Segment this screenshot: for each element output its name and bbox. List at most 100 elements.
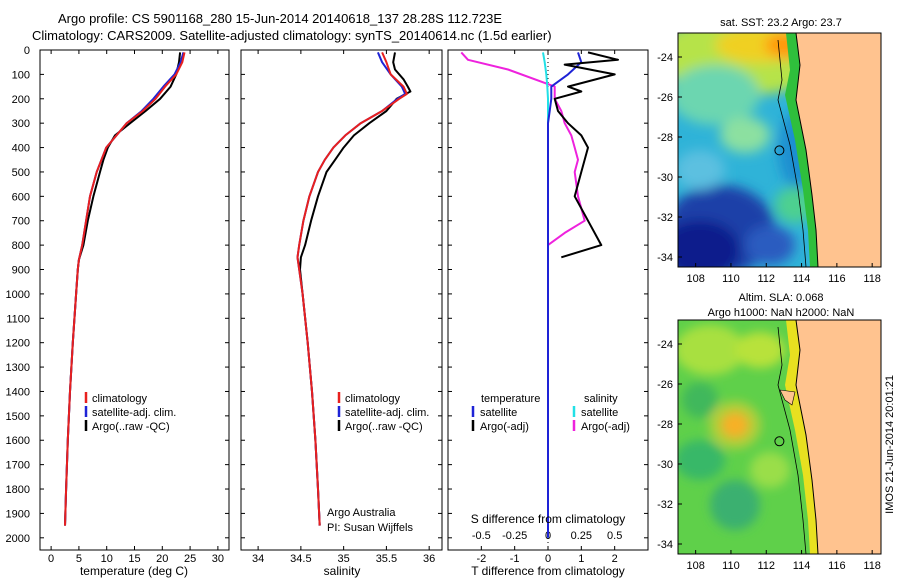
legend-label-satellite-adj: satellite-adj. clim. — [345, 407, 429, 419]
temperature-axes — [39, 49, 230, 551]
legend-label-climatology: climatology — [92, 393, 148, 405]
map-x-tick-label: 118 — [863, 273, 881, 285]
salinity-annotation-line1: Argo Australia — [327, 507, 396, 519]
difference-legend-salinity: salinity satellite Argo(-adj) — [572, 393, 630, 433]
x-tick-label: 5 — [76, 553, 82, 565]
map-y-tick-label: -26 — [657, 379, 673, 391]
x-tick-label: 0 — [545, 553, 551, 565]
depth-tick-label: 100 — [12, 69, 30, 81]
x-tick-label: 36 — [423, 553, 435, 565]
difference-xlabel-top: S difference from climatology — [471, 512, 626, 526]
sst-map-field — [678, 33, 881, 267]
x-tick-label: -2 — [476, 553, 486, 565]
map-y-tick-label: -24 — [657, 52, 673, 64]
x-tick-label: -1 — [510, 553, 520, 565]
depth-tick-label: 2000 — [6, 533, 30, 545]
depth-tick-label: 1000 — [6, 289, 30, 301]
difference-legend-temperature: temperature satellite Argo(-adj) — [471, 393, 540, 433]
figure-title-line2: Climatology: CARS2009. Satellite-adjuste… — [32, 28, 552, 43]
series-line — [296, 51, 408, 526]
x-tick-label-top: -0.25 — [502, 530, 527, 542]
map-x-tick-label: 108 — [686, 273, 704, 285]
map-y-tick-label: -24 — [657, 339, 673, 351]
x-tick-label: 1 — [578, 553, 584, 565]
difference-xlabel: T difference from climatology — [471, 564, 625, 578]
x-tick-label: 2 — [612, 553, 618, 565]
legend-label-sal-satellite: satellite — [581, 407, 618, 419]
depth-tick-label: 1800 — [6, 484, 30, 496]
salinity-xlabel: salinity — [324, 564, 361, 578]
legend-label-argo: Argo(..raw -QC) — [345, 421, 423, 433]
map-y-tick-label: -30 — [657, 459, 673, 471]
salinity-axes — [240, 49, 443, 551]
legend-label-climatology: climatology — [345, 393, 401, 405]
sst-argo-position — [774, 145, 785, 156]
map-x-tick-label: 112 — [757, 273, 775, 285]
x-tick-label-top: 0.5 — [607, 530, 622, 542]
map-x-tick-label: 108 — [686, 560, 704, 572]
map-y-tick-label: -32 — [657, 499, 673, 511]
series-line — [296, 52, 407, 526]
depth-tick-label: 500 — [12, 167, 30, 179]
sla-map-title: Altim. SLA: 0.068 — [739, 292, 824, 304]
legend-label-temp-satellite: satellite — [480, 407, 517, 419]
depth-tick-label: 1700 — [6, 460, 30, 472]
map-x-tick-label: 114 — [793, 560, 811, 572]
depth-tick-label: 800 — [12, 240, 30, 252]
x-tick-label: 15 — [128, 553, 140, 565]
chart-marks: 0100200300400500600700800900100011001200… — [6, 45, 881, 572]
depth-tick-label: 1900 — [6, 508, 30, 520]
x-tick-label: 25 — [184, 553, 196, 565]
depth-tick-label: 700 — [12, 216, 30, 228]
map-y-tick-label: -30 — [657, 172, 673, 184]
temperature-xlabel: temperature (deg C) — [80, 564, 188, 578]
x-tick-label-top: 0.25 — [571, 530, 592, 542]
sst-map-frame — [677, 32, 882, 268]
map-y-tick-label: -34 — [657, 252, 673, 264]
depth-tick-label: 0 — [24, 45, 30, 57]
sla-argo-position — [774, 436, 785, 447]
series-line — [64, 52, 186, 526]
sla-map-frame — [677, 319, 882, 555]
series-line — [64, 52, 185, 526]
depth-tick-label: 300 — [12, 118, 30, 130]
x-tick-label: 35.5 — [376, 553, 397, 565]
map-x-tick-label: 116 — [828, 560, 846, 572]
depth-tick-label: 1400 — [6, 386, 30, 398]
x-tick-label-top: -0.5 — [472, 530, 491, 542]
legend-label-satellite-adj: satellite-adj. clim. — [92, 407, 176, 419]
depth-tick-label: 1200 — [6, 338, 30, 350]
x-tick-label: 30 — [212, 553, 224, 565]
series-line — [553, 51, 619, 259]
depth-tick-label: 1600 — [6, 435, 30, 447]
x-tick-label: 0 — [48, 553, 54, 565]
map-y-tick-label: -28 — [657, 419, 673, 431]
map-x-tick-label: 114 — [793, 273, 811, 285]
map-x-tick-label: 112 — [757, 560, 775, 572]
depth-tick-label: 900 — [12, 265, 30, 277]
depth-tick-label: 200 — [12, 94, 30, 106]
series-line — [547, 52, 583, 538]
map-y-tick-label: -32 — [657, 212, 673, 224]
x-tick-label: 10 — [101, 553, 113, 565]
temperature-legend: climatology satellite-adj. clim. Argo(..… — [84, 392, 176, 433]
x-tick-label: 34 — [252, 553, 264, 565]
map-y-tick-label: -28 — [657, 132, 673, 144]
depth-tick-label: 1300 — [6, 362, 30, 374]
legend-title-salinity: salinity — [584, 393, 618, 405]
map-x-tick-label: 110 — [722, 273, 740, 285]
series-line — [460, 51, 586, 246]
depth-tick-label: 1100 — [6, 313, 30, 325]
sla-map-subtitle: Argo h1000: NaN h2000: NaN — [708, 307, 855, 319]
figure-title-line1: Argo profile: CS 5901168_280 15-Jun-2014… — [58, 11, 503, 26]
sla-map-field — [678, 320, 881, 554]
x-tick-label: 35 — [338, 553, 350, 565]
depth-tick-label: 400 — [12, 143, 30, 155]
map-y-tick-label: -34 — [657, 539, 673, 551]
x-tick-label: 34.5 — [290, 553, 311, 565]
map-x-tick-label: 116 — [828, 273, 846, 285]
depth-tick-label: 600 — [12, 191, 30, 203]
legend-label-argo: Argo(..raw -QC) — [92, 421, 170, 433]
depth-tick-label: 1500 — [6, 411, 30, 423]
